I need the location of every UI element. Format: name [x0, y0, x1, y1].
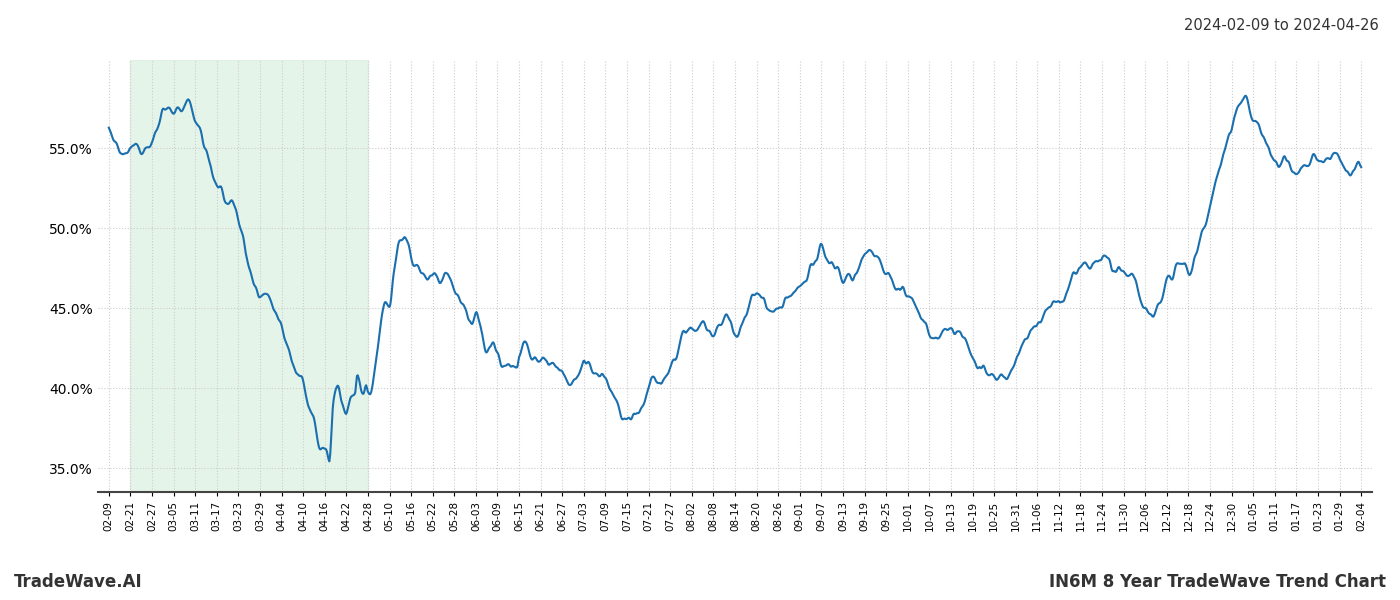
Text: TradeWave.AI: TradeWave.AI — [14, 573, 143, 591]
Text: 2024-02-09 to 2024-04-26: 2024-02-09 to 2024-04-26 — [1184, 18, 1379, 33]
Text: IN6M 8 Year TradeWave Trend Chart: IN6M 8 Year TradeWave Trend Chart — [1049, 573, 1386, 591]
Bar — [130, 60, 368, 492]
